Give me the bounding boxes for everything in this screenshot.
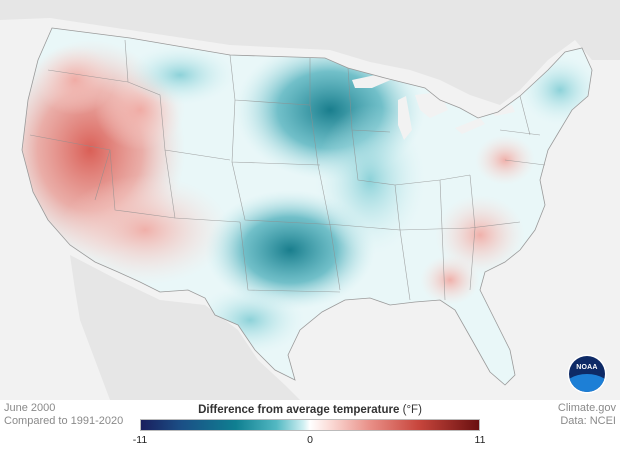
period-label: June 2000: [4, 402, 56, 414]
noaa-logo-wave: [569, 374, 605, 392]
legend-mid-label: 0: [307, 434, 313, 446]
temperature-anomaly-map: [0, 0, 620, 400]
legend-min-label: -11: [132, 434, 148, 446]
footer-left: June 2000 Compared to 1991-2020: [4, 402, 123, 428]
legend-max-label: 11: [474, 434, 486, 446]
state-borders: [29, 39, 546, 301]
legend-color-bar: [140, 419, 480, 431]
credit-data: Data: NCEI: [560, 415, 616, 427]
legend-title: Difference from average temperature (°F): [140, 404, 480, 416]
conus-outline: [21, 27, 593, 386]
map-area: NOAA: [0, 0, 620, 400]
noaa-logo: NOAA: [569, 356, 605, 392]
mexico-land: [70, 255, 300, 400]
noaa-logo-text: NOAA: [576, 364, 598, 371]
comparison-label: Compared to 1991-2020: [4, 415, 124, 427]
credit-site: Climate.gov: [557, 402, 616, 414]
legend-title-text: Difference from average temperature: [198, 404, 400, 416]
footer-right: Climate.gov Data: NCEI: [558, 402, 616, 428]
canada-land: [0, 0, 620, 105]
legend-unit: (°F): [402, 404, 422, 416]
